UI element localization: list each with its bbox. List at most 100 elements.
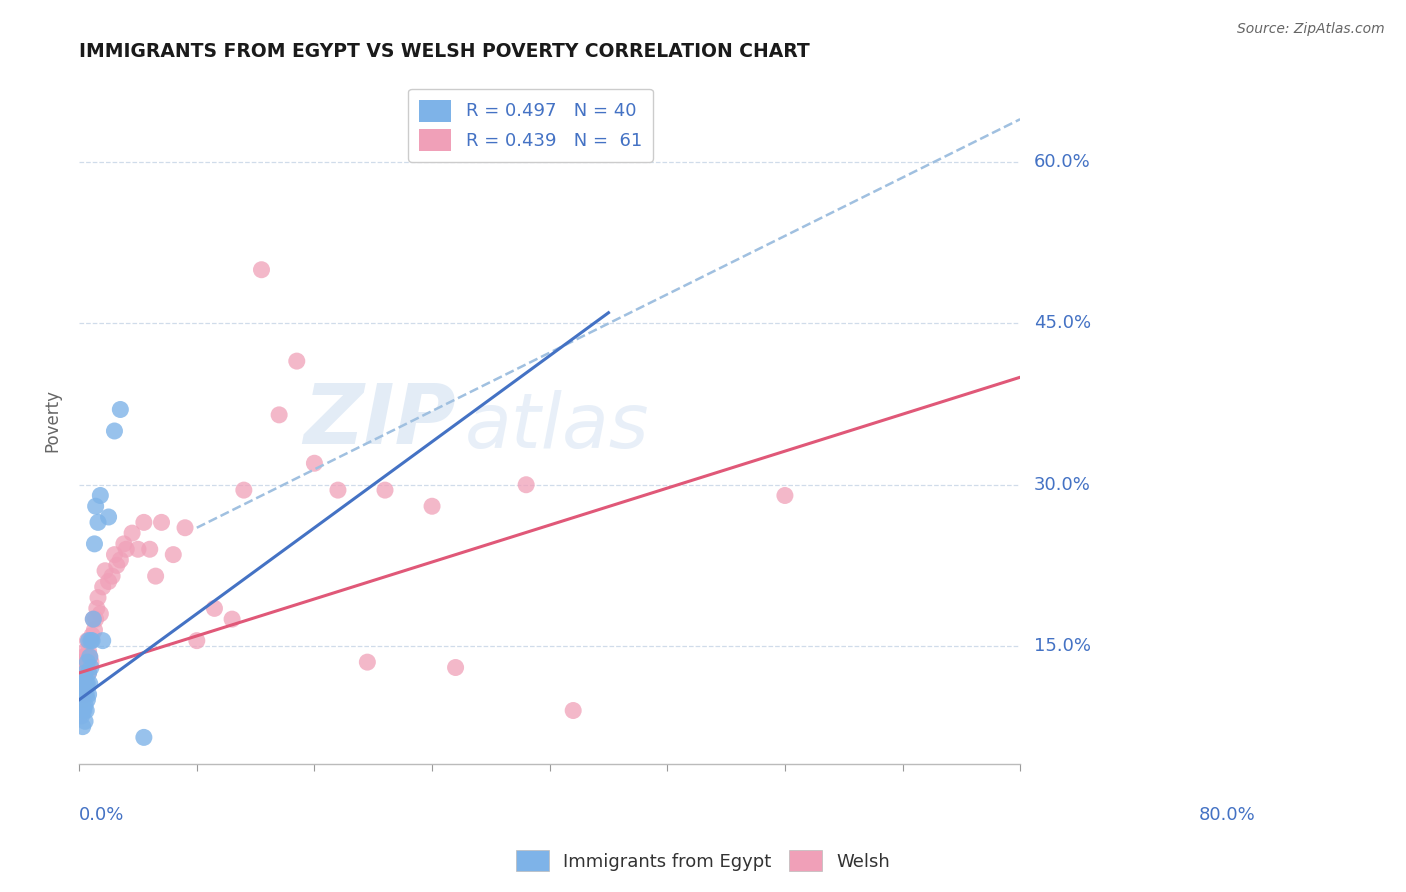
Point [80, 633, 103, 648]
Point [84, 612, 107, 626]
Point [80, 633, 103, 648]
Point [76, 655, 98, 669]
Point [70, 687, 93, 701]
Point [82, 612, 104, 626]
Point [444, 660, 467, 674]
Point [110, 402, 132, 417]
Point [82, 633, 104, 648]
Legend: Immigrants from Egypt, Welsh: Immigrants from Egypt, Welsh [509, 843, 897, 879]
Point [75, 676, 97, 690]
Point [77, 665, 100, 680]
Point [79, 676, 101, 690]
Text: 80.0%: 80.0% [1199, 805, 1256, 823]
Point [73, 676, 96, 690]
Point [70, 698, 93, 713]
Point [97, 510, 120, 524]
Point [72, 720, 94, 734]
Point [75, 687, 97, 701]
Point [139, 542, 162, 557]
Point [285, 354, 308, 368]
Point [127, 542, 149, 557]
Point [76, 676, 98, 690]
Point [174, 521, 197, 535]
Point [73, 681, 96, 696]
Legend: R = 0.497   N = 40, R = 0.439   N =  61: R = 0.497 N = 40, R = 0.439 N = 61 [408, 88, 652, 161]
Point [83, 537, 105, 551]
Point [75, 655, 97, 669]
Text: 30.0%: 30.0% [1033, 475, 1091, 494]
Point [87, 591, 110, 605]
Point [89, 488, 111, 502]
Point [103, 424, 125, 438]
Point [374, 483, 396, 497]
Point [82, 628, 104, 642]
Point [562, 704, 585, 718]
Point [356, 655, 378, 669]
Point [91, 633, 114, 648]
Point [75, 676, 97, 690]
Point [70, 676, 93, 690]
Point [76, 633, 98, 648]
Point [121, 526, 143, 541]
Point [773, 488, 796, 502]
Point [76, 660, 98, 674]
Text: 15.0%: 15.0% [1033, 637, 1091, 655]
Text: IMMIGRANTS FROM EGYPT VS WELSH POVERTY CORRELATION CHART: IMMIGRANTS FROM EGYPT VS WELSH POVERTY C… [79, 42, 810, 61]
Point [75, 704, 97, 718]
Point [115, 542, 138, 557]
Point [69, 692, 91, 706]
Point [72, 676, 94, 690]
Point [72, 692, 94, 706]
Point [69, 676, 91, 690]
Point [186, 633, 208, 648]
Text: 0.0%: 0.0% [79, 805, 125, 823]
Point [82, 612, 104, 626]
Point [72, 704, 94, 718]
Point [250, 262, 273, 277]
Point [73, 704, 96, 718]
Point [86, 601, 108, 615]
Point [73, 665, 96, 680]
Point [150, 516, 173, 530]
Point [73, 714, 96, 729]
Point [132, 731, 155, 745]
Text: Source: ZipAtlas.com: Source: ZipAtlas.com [1237, 22, 1385, 37]
Point [110, 553, 132, 567]
Point [79, 649, 101, 664]
Point [77, 633, 100, 648]
Point [101, 569, 124, 583]
Point [326, 483, 349, 497]
Text: atlas: atlas [465, 390, 650, 464]
Point [91, 580, 114, 594]
Point [73, 644, 96, 658]
Point [73, 687, 96, 701]
Point [145, 569, 167, 583]
Point [83, 623, 105, 637]
Point [73, 676, 96, 690]
Point [232, 483, 254, 497]
Text: ZIP: ZIP [302, 380, 456, 461]
Point [420, 500, 443, 514]
Point [77, 687, 100, 701]
Point [221, 612, 243, 626]
Point [77, 665, 100, 680]
Point [70, 709, 93, 723]
Point [72, 660, 94, 674]
Point [89, 607, 111, 621]
Point [94, 564, 117, 578]
Point [73, 687, 96, 701]
Point [72, 676, 94, 690]
Point [204, 601, 226, 615]
Point [84, 500, 107, 514]
Point [69, 687, 91, 701]
Point [79, 649, 101, 664]
Point [72, 692, 94, 706]
Point [87, 516, 110, 530]
Point [304, 456, 326, 470]
Point [77, 644, 100, 658]
Point [97, 574, 120, 589]
Point [105, 558, 128, 573]
Y-axis label: Poverty: Poverty [44, 389, 60, 451]
Point [103, 548, 125, 562]
Point [515, 477, 537, 491]
